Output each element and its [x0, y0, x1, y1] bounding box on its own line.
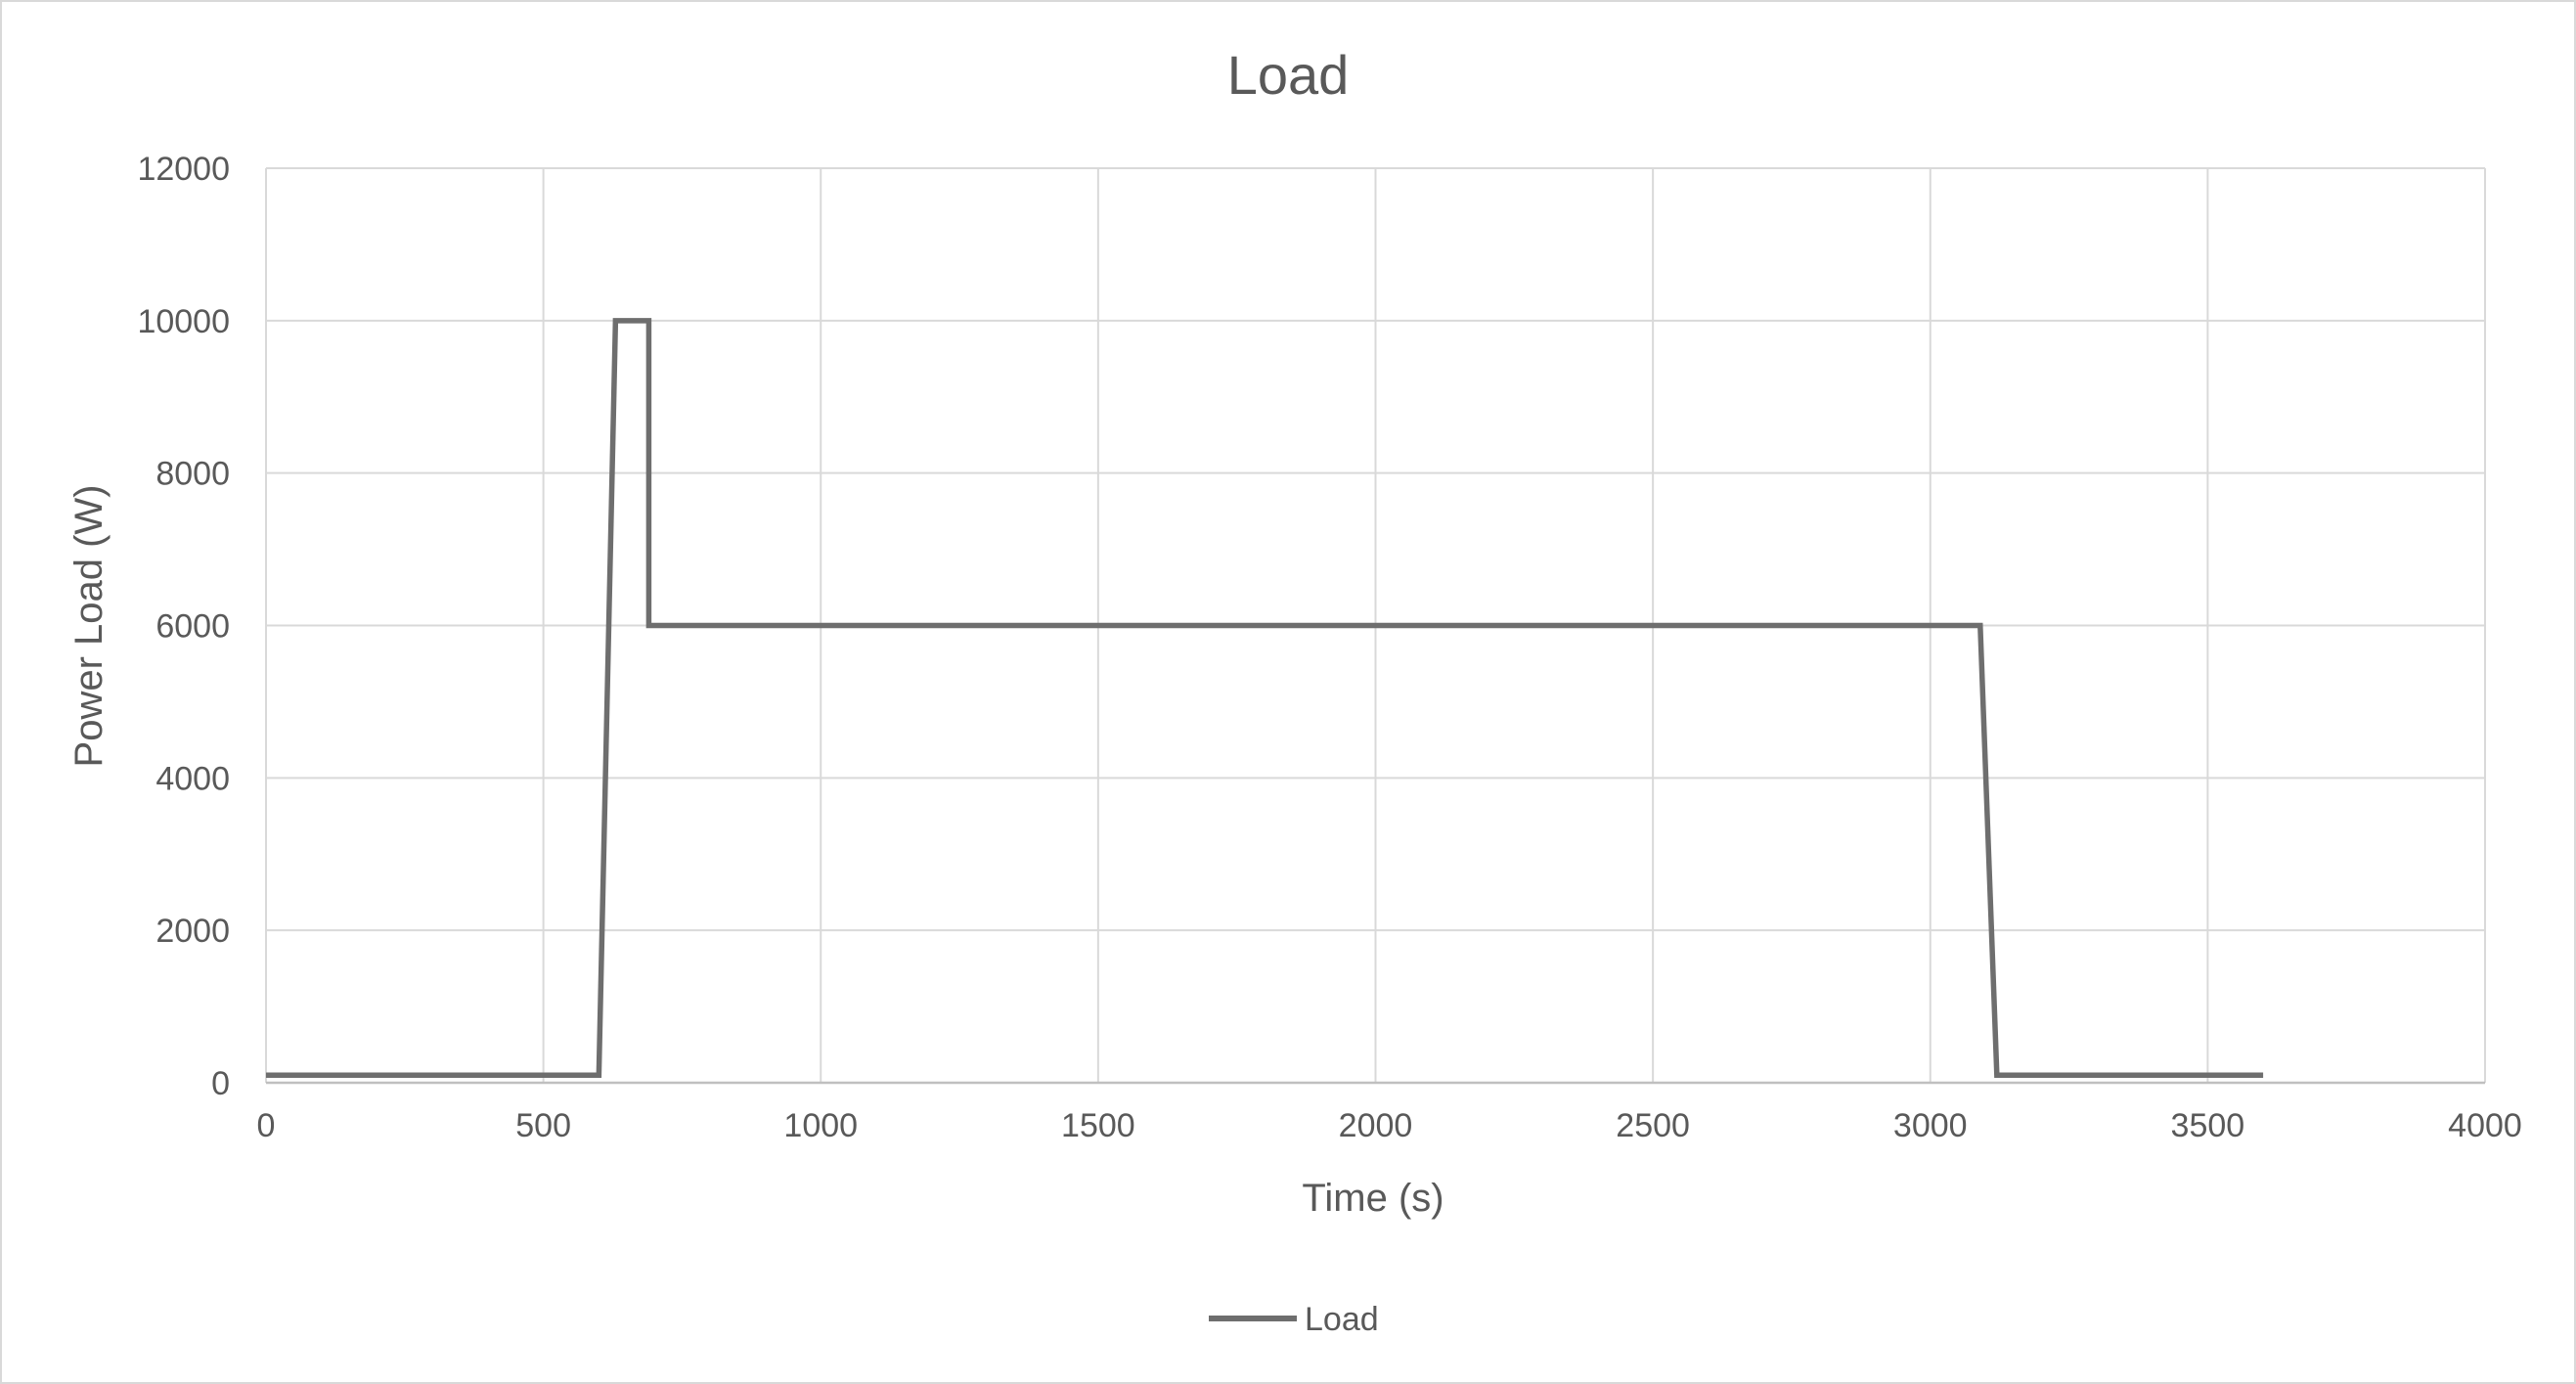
- x-tick-label: 1500: [1061, 1107, 1135, 1144]
- y-tick-label: 4000: [155, 760, 230, 797]
- x-tick-label: 1000: [783, 1107, 858, 1144]
- y-tick-label: 8000: [155, 456, 230, 493]
- legend: Load: [1209, 1301, 1379, 1338]
- series-layer: [266, 318, 2264, 1078]
- y-tick-label: 2000: [155, 913, 230, 950]
- chart-title: Load: [1227, 44, 1350, 106]
- y-tick-label: 0: [211, 1065, 230, 1102]
- x-tick-label: 0: [257, 1107, 276, 1144]
- x-tick-label: 3000: [1893, 1107, 1968, 1144]
- x-tick-label: 4000: [2448, 1107, 2522, 1144]
- y-tick-label: 10000: [137, 303, 230, 340]
- x-tick-label: 2500: [1616, 1107, 1690, 1144]
- legend-label-load: Load: [1305, 1301, 1379, 1338]
- y-tick-label: 12000: [137, 151, 230, 188]
- y-tick-label: 6000: [155, 608, 230, 646]
- tick-labels: 0 2000 4000 6000 8000 10000 12000 0 500 1000 1500 2…: [137, 151, 2521, 1144]
- y-axis-label: Power Load (W): [67, 485, 111, 768]
- x-tick-label: 2000: [1339, 1107, 1413, 1144]
- series-line-load: [266, 318, 2264, 1078]
- x-axis-label: Time (s): [1302, 1177, 1443, 1220]
- x-tick-label: 500: [515, 1107, 571, 1144]
- x-tick-label: 3500: [2171, 1107, 2245, 1144]
